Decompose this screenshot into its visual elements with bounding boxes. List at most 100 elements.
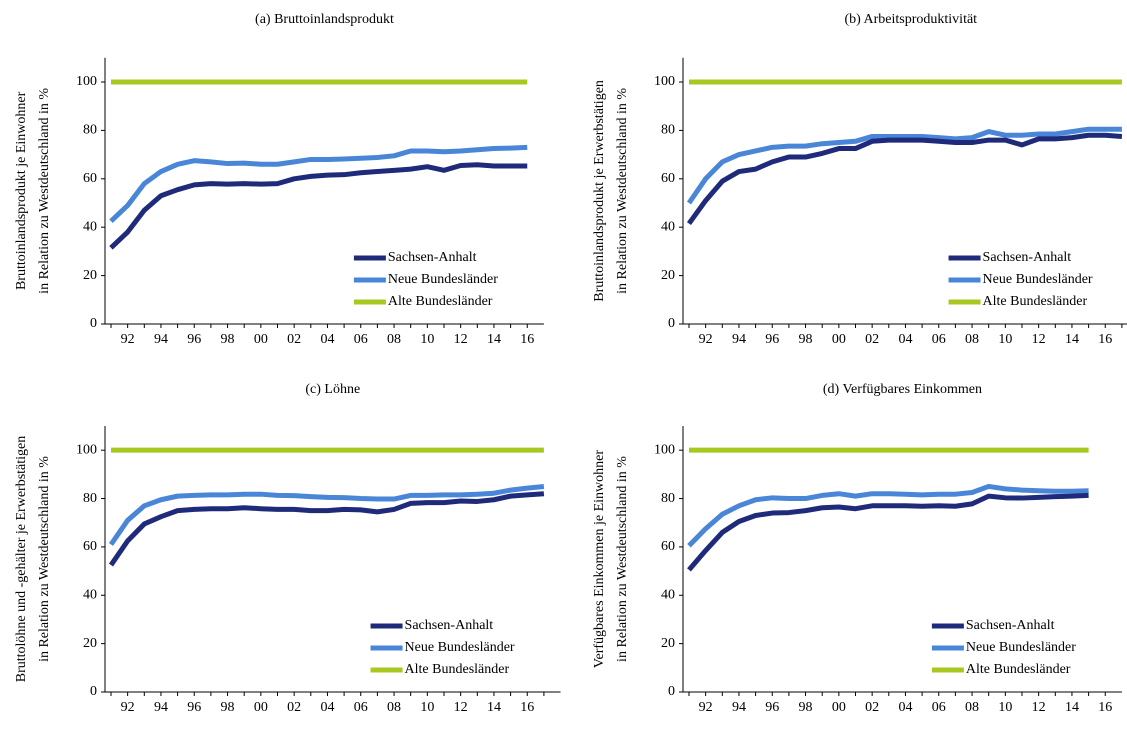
- x-tick-label: 00: [832, 700, 846, 715]
- x-tick-label: 06: [354, 332, 368, 347]
- x-tick-label: 96: [187, 700, 201, 715]
- x-tick-label: 14: [1065, 332, 1079, 347]
- series-line: [109, 144, 528, 223]
- x-tick-label: 14: [487, 332, 501, 347]
- y-tick-label: 80: [83, 123, 97, 138]
- y-tick-label: 60: [661, 171, 675, 186]
- x-tick-label: 02: [287, 332, 301, 347]
- y-tick-label: 100: [76, 442, 97, 457]
- y-tick-label: 20: [661, 268, 675, 283]
- y-tick-label: 80: [83, 491, 97, 506]
- x-tick-label: 16: [1098, 332, 1112, 347]
- x-tick-label: 94: [732, 332, 746, 347]
- legend-label: Sachsen-Anhalt: [966, 618, 1055, 633]
- series-line: [108, 491, 545, 567]
- y-tick-label: 80: [661, 123, 675, 138]
- x-tick-label: 02: [287, 700, 301, 715]
- x-tick-label: 92: [121, 332, 135, 347]
- y-tick-label: 40: [83, 587, 97, 602]
- x-tick-label: 06: [932, 700, 946, 715]
- x-tick-label: 10: [998, 700, 1012, 715]
- x-tick-label: 94: [154, 332, 168, 347]
- legend-label: Sachsen-Anhalt: [405, 618, 494, 633]
- y-tick-label: 20: [83, 636, 97, 651]
- series-line: [687, 483, 1089, 548]
- y-tick-label: 100: [76, 74, 97, 89]
- x-tick-label: 12: [454, 700, 468, 715]
- y-tick-label: 60: [661, 539, 675, 554]
- legend-label: Neue Bundesländer: [966, 640, 1076, 655]
- x-tick-label: 94: [154, 700, 168, 715]
- y-axis-label: Verfügbares Einkommen je Einwohner: [592, 450, 607, 668]
- x-tick-label: 96: [765, 700, 779, 715]
- y-tick-label: 100: [654, 442, 675, 457]
- x-tick-label: 10: [420, 332, 434, 347]
- x-tick-label: 94: [732, 700, 746, 715]
- y-axis-label: in Relation zu Westdeutschland in %: [615, 456, 630, 662]
- legend-label: Neue Bundesländer: [388, 272, 498, 287]
- x-tick-label: 08: [387, 332, 401, 347]
- panel-title: (c) Löhne: [305, 382, 360, 397]
- panel-title: (b) Arbeitsproduktivität: [844, 12, 977, 27]
- x-tick-label: 92: [699, 700, 713, 715]
- x-tick-label: 14: [1065, 700, 1079, 715]
- series-line: [687, 492, 1089, 572]
- y-tick-label: 0: [668, 684, 675, 699]
- x-tick-label: 12: [1032, 700, 1046, 715]
- legend-label: Alte Bundesländer: [405, 662, 510, 677]
- legend-label: Alte Bundesländer: [966, 662, 1071, 677]
- x-tick-label: 14: [487, 700, 501, 715]
- x-tick-label: 04: [898, 332, 912, 347]
- y-tick-label: 0: [90, 684, 97, 699]
- legend-label: Alte Bundesländer: [388, 294, 493, 309]
- x-tick-label: 98: [799, 700, 813, 715]
- y-tick-label: 100: [654, 74, 675, 89]
- x-tick-label: 16: [520, 332, 534, 347]
- y-axis-label: in Relation zu Westdeutschland in %: [37, 88, 52, 294]
- y-tick-label: 0: [668, 316, 675, 331]
- x-tick-label: 04: [320, 700, 334, 715]
- x-tick-label: 10: [420, 700, 434, 715]
- series-line: [108, 483, 545, 546]
- legend-label: Sachsen-Anhalt: [388, 250, 477, 265]
- x-tick-label: 12: [454, 332, 468, 347]
- y-tick-label: 60: [83, 171, 97, 186]
- x-tick-label: 00: [254, 700, 268, 715]
- legend-label: Alte Bundesländer: [983, 294, 1088, 309]
- x-tick-label: 08: [387, 700, 401, 715]
- x-tick-label: 96: [187, 332, 201, 347]
- x-tick-label: 98: [221, 332, 235, 347]
- x-tick-label: 00: [832, 332, 846, 347]
- y-tick-label: 80: [661, 491, 675, 506]
- legend-label: Neue Bundesländer: [405, 640, 515, 655]
- x-tick-label: 04: [320, 332, 334, 347]
- x-tick-label: 02: [865, 332, 879, 347]
- x-tick-label: 08: [965, 332, 979, 347]
- y-tick-label: 20: [661, 636, 675, 651]
- x-tick-label: 16: [520, 700, 534, 715]
- y-tick-label: 60: [83, 539, 97, 554]
- x-tick-label: 08: [965, 700, 979, 715]
- y-axis-label: Bruttoinlandsprodukt je Einwohner: [14, 91, 29, 290]
- x-tick-label: 96: [765, 332, 779, 347]
- x-tick-label: 12: [1032, 332, 1046, 347]
- y-tick-label: 20: [83, 268, 97, 283]
- series-line: [686, 132, 1123, 226]
- x-tick-label: 16: [1098, 700, 1112, 715]
- x-tick-label: 98: [799, 332, 813, 347]
- x-tick-label: 92: [699, 332, 713, 347]
- y-axis-label: in Relation zu Westdeutschland in %: [615, 88, 630, 294]
- legend-label: Neue Bundesländer: [983, 272, 1093, 287]
- x-tick-label: 02: [865, 700, 879, 715]
- y-axis-label: Bruttoinlandsprodukt je Erwerbstätigen: [592, 80, 607, 302]
- x-tick-label: 06: [354, 700, 368, 715]
- panel-title: (a) Bruttoinlandsprodukt: [255, 12, 394, 27]
- y-tick-label: 40: [661, 219, 675, 234]
- x-tick-label: 06: [932, 332, 946, 347]
- x-tick-label: 04: [898, 700, 912, 715]
- y-tick-label: 0: [90, 316, 97, 331]
- y-axis-label: Bruttolöhne und -gehälter je Erwerbstäti…: [14, 436, 29, 682]
- x-tick-label: 98: [221, 700, 235, 715]
- x-tick-label: 00: [254, 332, 268, 347]
